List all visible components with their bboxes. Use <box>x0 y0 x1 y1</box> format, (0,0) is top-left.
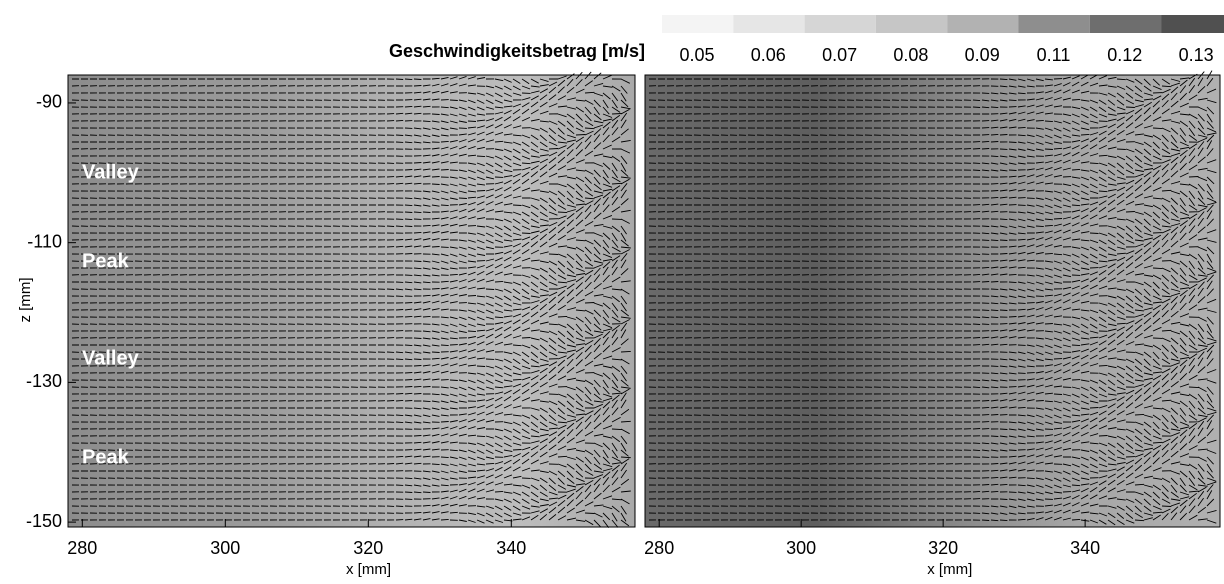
colorbar-cell <box>875 15 948 33</box>
colorbar-cell <box>662 15 734 33</box>
x-tick-label: 280 <box>644 538 674 558</box>
x-tick-label: 300 <box>786 538 816 558</box>
y-tick-label: -130 <box>26 371 62 391</box>
colorbar-title: Geschwindigkeitsbetrag [m/s] <box>389 41 645 61</box>
colorbar-cell <box>1161 15 1224 33</box>
y-axis-label: z [mm] <box>17 278 34 323</box>
annotation: Valley <box>82 161 140 183</box>
colorbar-label: 0.05 <box>679 45 714 65</box>
x-tick-label: 280 <box>67 538 97 558</box>
colorbar-cell <box>1018 15 1090 33</box>
x-tick-label: 300 <box>210 538 240 558</box>
x-tick-label: 340 <box>496 538 526 558</box>
annotation: Peak <box>82 250 130 272</box>
colorbar-cell <box>1089 15 1162 33</box>
annotation: Valley <box>82 347 140 369</box>
vector-arrows <box>648 70 1217 526</box>
colorbar-label: 0.08 <box>893 45 928 65</box>
vector-arrows <box>71 71 631 528</box>
x-tick-label: 320 <box>928 538 958 558</box>
colorbar-label: 0.06 <box>751 45 786 65</box>
annotation: Peak <box>82 446 130 468</box>
colorbar-label: 0.13 <box>1179 45 1214 65</box>
x-tick-label: 340 <box>1070 538 1100 558</box>
colorbar-label: 0.12 <box>1107 45 1142 65</box>
colorbar-cell <box>804 15 876 33</box>
colorbar-label: 0.11 <box>1037 45 1071 65</box>
y-tick-label: -150 <box>26 511 62 531</box>
colorbar-label: 0.07 <box>822 45 857 65</box>
colorbar-cell <box>947 15 1019 33</box>
colorbar-cell <box>733 15 805 33</box>
y-tick-label: -90 <box>36 92 62 112</box>
colorbar-label: 0.09 <box>965 45 1000 65</box>
plot-frame <box>644 74 1221 528</box>
x-axis-label: x [mm] <box>346 561 391 578</box>
x-tick-label: 320 <box>353 538 383 558</box>
field-background <box>68 75 635 527</box>
y-tick-label: -110 <box>27 231 62 251</box>
field-background <box>645 75 1220 527</box>
x-axis-label: x [mm] <box>927 561 972 578</box>
plot-frame <box>67 74 636 528</box>
